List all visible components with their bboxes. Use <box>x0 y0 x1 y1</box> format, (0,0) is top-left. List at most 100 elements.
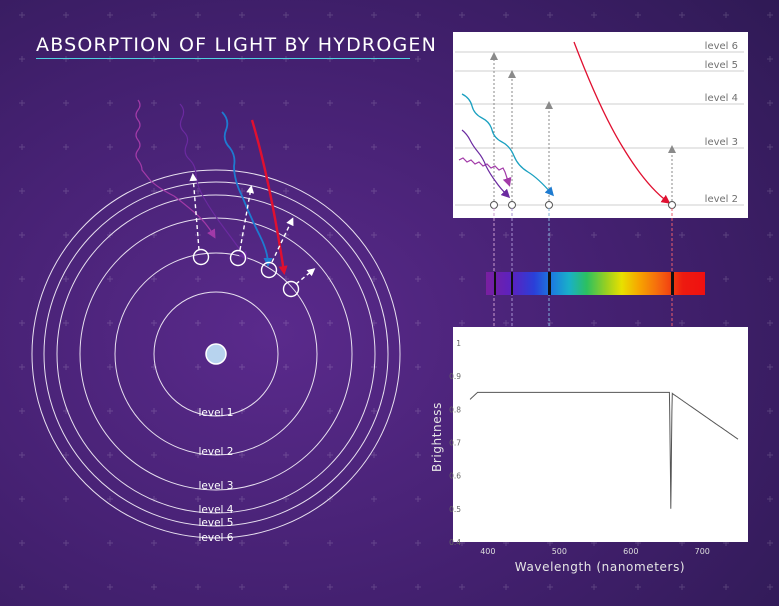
background-plus-mark <box>415 144 421 150</box>
background-plus-mark <box>503 232 509 238</box>
background-plus-mark <box>19 144 25 150</box>
background-plus-mark <box>327 584 333 590</box>
background-plus-mark <box>151 496 157 502</box>
background-plus-mark <box>107 540 113 546</box>
background-plus-mark <box>767 232 773 238</box>
background-plus-mark <box>195 144 201 150</box>
x-tick-label: 400 <box>480 547 495 556</box>
background-plus-mark <box>371 144 377 150</box>
background-plus-mark <box>635 232 641 238</box>
background-plus-mark <box>591 584 597 590</box>
background-plus-mark <box>63 232 69 238</box>
background-plus-mark <box>415 56 421 62</box>
background-plus-mark <box>19 56 25 62</box>
background-plus-mark <box>283 540 289 546</box>
background-plus-mark <box>107 452 113 458</box>
background-plus-mark <box>239 144 245 150</box>
background-plus-mark <box>19 276 25 282</box>
background-plus-mark <box>63 100 69 106</box>
electron-panel <box>490 201 498 209</box>
background-plus-mark <box>679 320 685 326</box>
y-tick-label: 0.6 <box>449 472 461 481</box>
background-plus-mark <box>767 276 773 282</box>
background-plus-mark <box>239 496 245 502</box>
background-plus-mark <box>547 584 553 590</box>
electron <box>260 261 278 279</box>
x-tick-label: 500 <box>552 547 567 556</box>
excitation-arrow-level-3 <box>295 268 316 285</box>
background-plus-mark <box>283 144 289 150</box>
background-plus-mark <box>19 408 25 414</box>
background-plus-mark <box>239 452 245 458</box>
background-plus-mark <box>107 188 113 194</box>
background-plus-mark <box>195 276 201 282</box>
background-plus-mark <box>371 540 377 546</box>
background-plus-mark <box>415 540 421 546</box>
background-plus-mark <box>63 452 69 458</box>
absorption-spectrum-bar <box>486 272 705 295</box>
electron-panel <box>668 201 676 209</box>
background-plus-mark <box>283 12 289 18</box>
absorption-line-434 <box>511 272 513 295</box>
x-tick-label: 700 <box>695 547 710 556</box>
background-plus-mark <box>635 584 641 590</box>
background-plus-mark <box>327 232 333 238</box>
background-plus-mark <box>239 276 245 282</box>
background-plus-mark <box>239 56 245 62</box>
background-plus-mark <box>767 56 773 62</box>
background-plus-mark <box>239 100 245 106</box>
background-plus-mark <box>327 364 333 370</box>
energy-level-label-4: level 4 <box>705 93 738 104</box>
background-plus-mark <box>459 320 465 326</box>
background-plus-mark <box>635 320 641 326</box>
atom-model: level 1 level 2 level 3 level 4 level 5 … <box>31 99 401 544</box>
background-plus-mark <box>327 188 333 194</box>
background-plus-mark <box>107 364 113 370</box>
y-tick-label: 0.8 <box>449 405 461 414</box>
background-plus-mark <box>107 12 113 18</box>
background-plus-mark <box>547 232 553 238</box>
background-plus-mark <box>63 56 69 62</box>
background-plus-mark <box>591 232 597 238</box>
background-plus-mark <box>767 408 773 414</box>
background-plus-mark <box>415 320 421 326</box>
title-underline <box>36 58 410 59</box>
background-plus-mark <box>107 100 113 106</box>
background-plus-mark <box>151 56 157 62</box>
background-plus-mark <box>195 320 201 326</box>
electron <box>192 248 210 266</box>
background-plus-mark <box>239 320 245 326</box>
background-plus-mark <box>767 188 773 194</box>
page-title: ABSORPTION OF LIGHT BY HYDROGEN <box>36 34 438 56</box>
background-plus-mark <box>239 12 245 18</box>
background-plus-mark <box>239 540 245 546</box>
absorption-line-656 <box>671 272 674 295</box>
background-plus-mark <box>283 56 289 62</box>
electron-panel <box>508 201 516 209</box>
background-plus-mark <box>327 320 333 326</box>
background-plus-mark <box>19 364 25 370</box>
background-plus-mark <box>767 320 773 326</box>
background-plus-mark <box>63 584 69 590</box>
energy-level-label-6: level 6 <box>705 41 738 52</box>
background-plus-mark <box>767 540 773 546</box>
background-plus-mark <box>723 232 729 238</box>
background-plus-mark <box>415 452 421 458</box>
photon-violet-410 <box>135 99 216 239</box>
photon-blue-panel <box>461 93 554 197</box>
background-plus-mark <box>723 584 729 590</box>
background-plus-mark <box>415 100 421 106</box>
background-plus-mark <box>459 12 465 18</box>
background-plus-mark <box>19 188 25 194</box>
orbit-label-2: level 2 <box>199 446 234 458</box>
orbit-label-5: level 5 <box>199 517 234 529</box>
spectrum-gradient <box>486 272 705 295</box>
y-tick-label: 0.5 <box>449 505 461 514</box>
background-plus-mark <box>371 232 377 238</box>
brightness-chart: 0.4 0.5 0.6 0.7 0.8 0.9 1 400 500 600 700 Wavelengt… <box>430 327 748 574</box>
background-plus-mark <box>723 12 729 18</box>
background-plus-mark <box>19 100 25 106</box>
orbit-level-6 <box>31 169 401 539</box>
background-plus-mark <box>63 12 69 18</box>
energy-level-panel: level 6 level 5 level 4 level 3 level 2 <box>453 32 748 218</box>
